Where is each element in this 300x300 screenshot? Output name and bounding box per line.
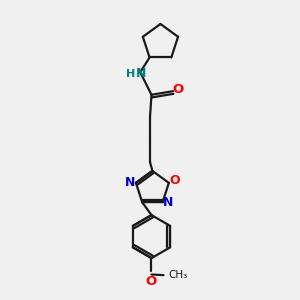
Text: N: N (164, 196, 174, 209)
Text: CH₃: CH₃ (168, 270, 187, 280)
Text: O: O (173, 83, 184, 97)
Text: N: N (136, 68, 146, 80)
Text: N: N (125, 176, 135, 189)
Text: O: O (169, 174, 180, 187)
Text: H: H (126, 69, 135, 79)
Text: O: O (146, 274, 157, 287)
